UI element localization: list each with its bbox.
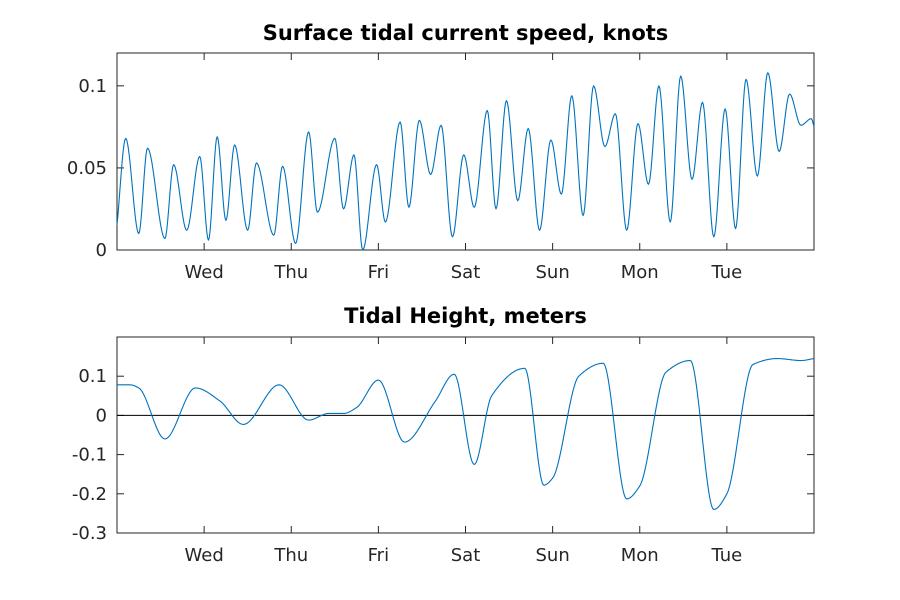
y-tick-label: 0.1 <box>78 366 107 387</box>
y-tick-label: -0.1 <box>72 445 107 466</box>
x-tick-label: Sat <box>451 262 481 283</box>
x-tick-label: Fri <box>368 545 389 566</box>
y-tick-label: -0.2 <box>72 484 107 505</box>
axes-frame <box>116 336 815 534</box>
current-speed-panel: Surface tidal current speed, knots Wed Thu… <box>67 21 815 283</box>
tidal-height-panel: Tidal Height, meters Wed Thu Fri Sat Sun Mon Tu… <box>72 304 815 566</box>
x-tick-label: Fri <box>368 262 389 283</box>
x-tick-label: Sun <box>536 262 570 283</box>
series-line <box>117 358 815 511</box>
series-line <box>116 72 815 251</box>
y-tick-label: 0 <box>96 405 107 426</box>
x-tick-label: Thu <box>273 545 308 566</box>
chart-title: Surface tidal current speed, knots <box>263 21 669 45</box>
x-tick-label: Wed <box>185 545 224 566</box>
x-tick-label: Thu <box>273 262 308 283</box>
x-tick-label: Mon <box>621 545 659 566</box>
x-tick-label: Sat <box>451 545 481 566</box>
x-tick-label: Wed <box>185 262 224 283</box>
x-tick-label: Sun <box>536 545 570 566</box>
x-tick-label: Tue <box>711 545 743 566</box>
y-tick-label: -0.3 <box>72 523 107 544</box>
x-tick-label: Mon <box>621 262 659 283</box>
y-tick-label: 0.05 <box>67 158 107 179</box>
y-tick-label: 0 <box>96 240 107 261</box>
axes-frame <box>116 52 815 251</box>
chart-title: Tidal Height, meters <box>344 304 587 328</box>
x-tick-label: Tue <box>711 262 743 283</box>
y-tick-label: 0.1 <box>78 76 107 97</box>
